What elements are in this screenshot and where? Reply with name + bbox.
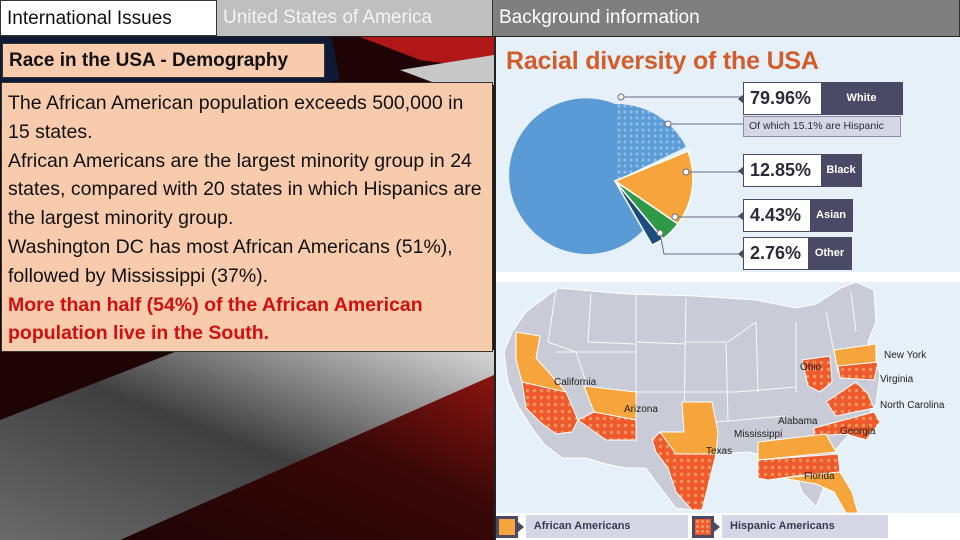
map-label-north-carolina: North Carolina [880,400,945,411]
callout-black-label: Black [821,155,861,186]
tab-international-issues[interactable]: International Issues [0,0,217,36]
map-label-arizona: Arizona [624,404,658,415]
pie-slice-black [613,150,694,226]
map-label-california: California [554,377,597,388]
paragraph-minority: African Americans are the largest minori… [8,149,482,230]
map-label-texas: Texas [706,446,733,457]
demography-textbox: The African American population exceeds … [1,82,493,352]
legend-label-african-americans: African Americans [525,515,688,538]
state-virginia [825,381,875,417]
paragraph-washington: Washington DC has most African Americans… [8,235,453,287]
state-florida [781,471,859,513]
legend-label-hispanic-americans: Hispanic Americans [722,515,888,538]
map-label-new-york: New York [884,350,927,361]
callout-other: 2.76% Other [738,237,852,270]
map-label-mississippi: Mississippi [734,429,783,440]
callout-black-value: 12.85% [744,155,821,186]
state-texas-hispanic [651,431,717,511]
legend-swatch-african-americans [496,515,524,538]
state-arizona-hispanic [577,411,637,441]
map-label-ohio: Ohio [800,362,822,373]
paragraph-population: The African American population exceeds … [8,92,464,143]
legend-swatch-hispanic-americans [692,515,720,538]
pie-slice-other [614,180,665,246]
map-label-virginia: Virginia [880,374,914,385]
callout-hispanic-subnote: Of which 15.1% are Hispanic [743,116,901,137]
infographic-title: Racial diversity of the USA [506,47,819,75]
usa-map [496,282,960,513]
callout-asian-label: Asian [810,200,852,231]
divider [496,272,960,282]
legend-hispanic-americans: Hispanic Americans [692,515,888,538]
state-california-hispanic [521,381,579,435]
callout-white-value: 79.96% [744,83,821,114]
state-ohio [801,355,833,393]
header-tabs: International Issues United States of Am… [0,0,960,37]
callout-black: 12.85% Black [738,154,862,187]
legend-african-americans: African Americans [496,515,688,538]
map-label-florida: Florida [804,471,835,482]
callout-asian: 4.43% Asian [738,199,853,232]
pie-chart [509,93,744,255]
paragraph-highlight: More than half (54%) of the African Amer… [8,293,423,345]
callout-white-label: White [821,83,902,114]
callout-white: 79.96% White [738,82,903,115]
section-subtitle: Race in the USA - Demography [2,43,325,78]
infographic-panel: Racial diversity of the USA [494,37,960,540]
callout-asian-value: 4.43% [744,200,810,231]
state-south-hispanic [757,453,841,481]
map-legend: African Americans Hispanic Americans [496,513,960,540]
state-new-york-hispanic [837,361,879,381]
tab-background-information[interactable]: Background information [493,0,960,36]
state-alabama-top [757,433,837,461]
callout-other-value: 2.76% [744,238,808,269]
map-label-alabama: Alabama [778,416,818,427]
pie-slice-white [509,98,628,253]
pie-slice-white-hispanic [615,103,686,181]
callout-other-label: Other [808,238,851,269]
tab-united-states[interactable]: United States of America [217,0,493,36]
map-label-georgia: Georgia [840,426,876,437]
